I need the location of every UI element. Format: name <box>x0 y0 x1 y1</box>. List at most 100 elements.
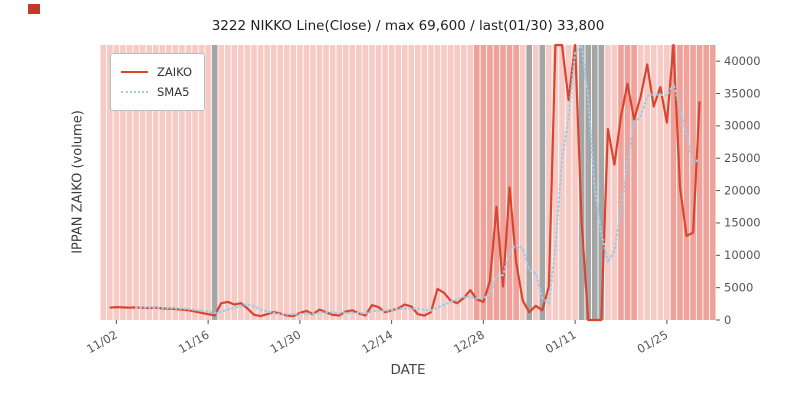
day-stripe <box>303 45 310 320</box>
day-stripe <box>441 45 447 320</box>
day-stripe <box>624 45 631 320</box>
x-tick-label: 01/25 <box>635 327 671 356</box>
y-tick-label: 30000 <box>724 119 761 133</box>
day-stripe <box>107 45 113 320</box>
corner-mark <box>28 4 40 14</box>
day-stripe <box>146 45 152 320</box>
day-stripe <box>336 45 343 320</box>
day-stripe <box>152 45 159 320</box>
day-stripe <box>460 45 467 320</box>
day-stripe <box>546 45 552 320</box>
day-stripe <box>644 45 651 320</box>
day-stripe <box>703 45 709 320</box>
day-stripe <box>329 45 336 320</box>
day-stripe <box>205 45 211 320</box>
x-tick-label: 11/16 <box>176 327 212 356</box>
day-stripe <box>369 45 375 320</box>
day-stripe <box>224 45 231 320</box>
gray-band <box>526 45 533 320</box>
day-stripe <box>480 45 487 320</box>
day-stripe <box>690 45 696 320</box>
day-stripe <box>657 45 664 320</box>
legend-label-zaiko: ZAIKO <box>157 65 193 79</box>
day-stripe <box>126 45 133 320</box>
day-stripe <box>631 45 637 320</box>
day-stripe <box>198 45 205 320</box>
day-stripe <box>388 45 395 320</box>
day-stripe <box>179 45 185 320</box>
day-stripe <box>290 45 297 320</box>
day-stripe <box>709 45 716 320</box>
legend-label-sma5: SMA5 <box>157 85 190 99</box>
y-tick-label: 35000 <box>724 86 761 100</box>
y-tick-label: 10000 <box>724 248 761 262</box>
legend-item-zaiko: ZAIKO <box>121 62 192 82</box>
day-stripe <box>316 45 323 320</box>
zaiko-line <box>109 43 701 322</box>
x-axis-label: DATE <box>390 362 426 378</box>
day-stripe <box>139 45 146 320</box>
day-stripe <box>454 45 460 320</box>
day-stripe <box>683 45 690 320</box>
day-stripe <box>618 45 624 320</box>
day-stripe <box>356 45 362 320</box>
gray-band <box>585 45 592 320</box>
zaiko-line-sample-icon <box>121 71 148 73</box>
legend-item-sma5: SMA5 <box>121 82 192 102</box>
gray-band <box>539 45 546 320</box>
day-stripe <box>513 45 519 320</box>
day-stripe <box>323 45 329 320</box>
day-stripe <box>192 45 198 320</box>
day-stripe <box>401 45 408 320</box>
x-tick-label: 12/28 <box>451 327 487 356</box>
day-stripe <box>231 45 238 320</box>
y-tick-label: 15000 <box>724 216 761 230</box>
day-stripe <box>133 45 139 320</box>
y-tick-label: 25000 <box>724 151 761 165</box>
day-stripe <box>395 45 401 320</box>
day-stripe <box>428 45 434 320</box>
day-stripe <box>270 45 277 320</box>
day-stripe <box>120 45 126 320</box>
day-stripe <box>362 45 369 320</box>
day-stripe <box>382 45 388 320</box>
day-stripe <box>297 45 303 320</box>
day-stripe <box>375 45 382 320</box>
day-stripe <box>165 45 172 320</box>
y-tick-label: 40000 <box>724 54 761 68</box>
x-tick-label: 11/02 <box>84 327 120 356</box>
gray-band <box>598 45 605 320</box>
day-stripe <box>238 45 244 320</box>
day-stripe <box>611 45 618 320</box>
day-stripe <box>447 45 454 320</box>
sma5-line <box>134 42 701 316</box>
y-tick-label: 20000 <box>724 183 761 197</box>
day-stripe <box>519 45 526 320</box>
day-stripe <box>637 45 644 320</box>
day-stripe <box>552 45 559 320</box>
day-stripe <box>415 45 421 320</box>
y-tick-label: 0 <box>724 313 731 327</box>
legend: ZAIKO SMA5 <box>110 53 206 111</box>
x-tick-label: 11/30 <box>268 327 304 356</box>
sma5-line-sample-icon <box>121 91 148 93</box>
day-stripe <box>244 45 251 320</box>
day-stripe <box>172 45 179 320</box>
day-stripe <box>434 45 441 320</box>
x-tick-label: 01/11 <box>543 327 579 356</box>
day-stripe <box>421 45 428 320</box>
day-stripe <box>572 45 578 320</box>
x-tick-label: 12/14 <box>359 327 395 356</box>
day-stripe <box>342 45 349 320</box>
day-stripe <box>257 45 264 320</box>
day-stripe <box>506 45 513 320</box>
day-stripe <box>696 45 703 320</box>
chart-title: 3222 NIKKO Line(Close) / max 69,600 / la… <box>211 18 605 34</box>
day-stripe <box>185 45 192 320</box>
day-stripe <box>565 45 572 320</box>
day-stripe <box>493 45 500 320</box>
day-stripe <box>159 45 166 320</box>
day-stripe <box>310 45 316 320</box>
gray-band <box>578 45 585 320</box>
